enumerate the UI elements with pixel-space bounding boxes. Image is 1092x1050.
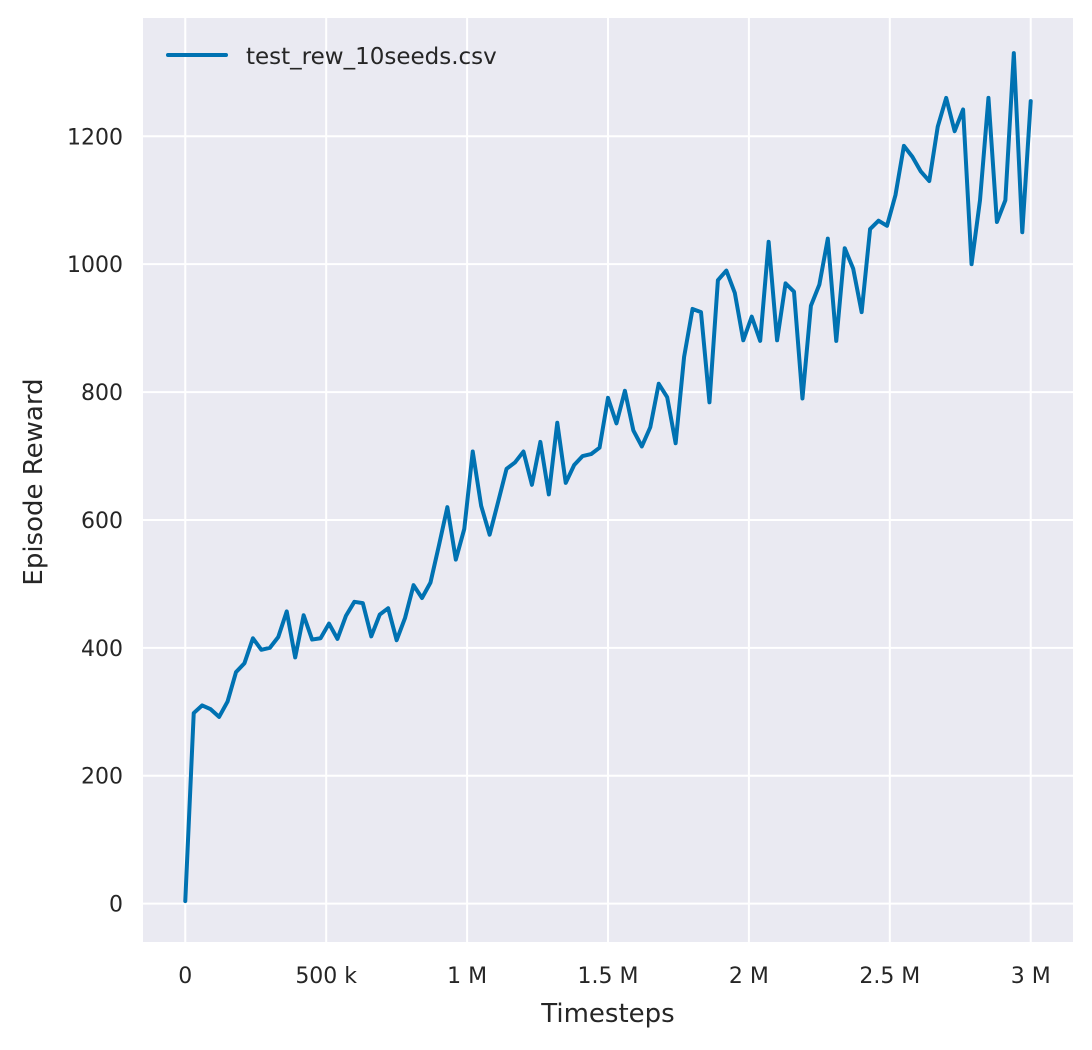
x-tick-label: 2 M (729, 964, 769, 989)
y-tick-label: 200 (81, 765, 123, 790)
y-tick-label: 0 (109, 893, 123, 918)
series-line (183, 51, 1033, 904)
x-tick-labels: 0 500 k 1 M 1.5 M 2 M 2.5 M 3 M (178, 964, 1050, 989)
y-tick-label: 1200 (67, 125, 123, 150)
x-tick-label: 2.5 M (859, 964, 920, 989)
y-axis-title: Episode Reward (19, 378, 49, 585)
x-axis-title: Timesteps (540, 999, 674, 1029)
y-tick-label: 400 (81, 637, 123, 662)
y-tick-label: 1000 (67, 253, 123, 278)
series-layer (183, 51, 1033, 904)
x-tick-label: 1.5 M (578, 964, 639, 989)
y-tick-labels: 0 200 400 600 800 1000 1200 (67, 125, 123, 917)
x-tick-label: 1 M (447, 964, 487, 989)
y-tick-label: 800 (81, 381, 123, 406)
y-tick-label: 600 (81, 509, 123, 534)
x-tick-label: 0 (178, 964, 192, 989)
x-tick-label: 3 M (1011, 964, 1051, 989)
legend: test_rew_10seeds.csv (166, 44, 497, 70)
grid-lines (143, 18, 1073, 942)
legend-label: test_rew_10seeds.csv (246, 44, 497, 70)
x-tick-label: 500 k (295, 964, 357, 989)
